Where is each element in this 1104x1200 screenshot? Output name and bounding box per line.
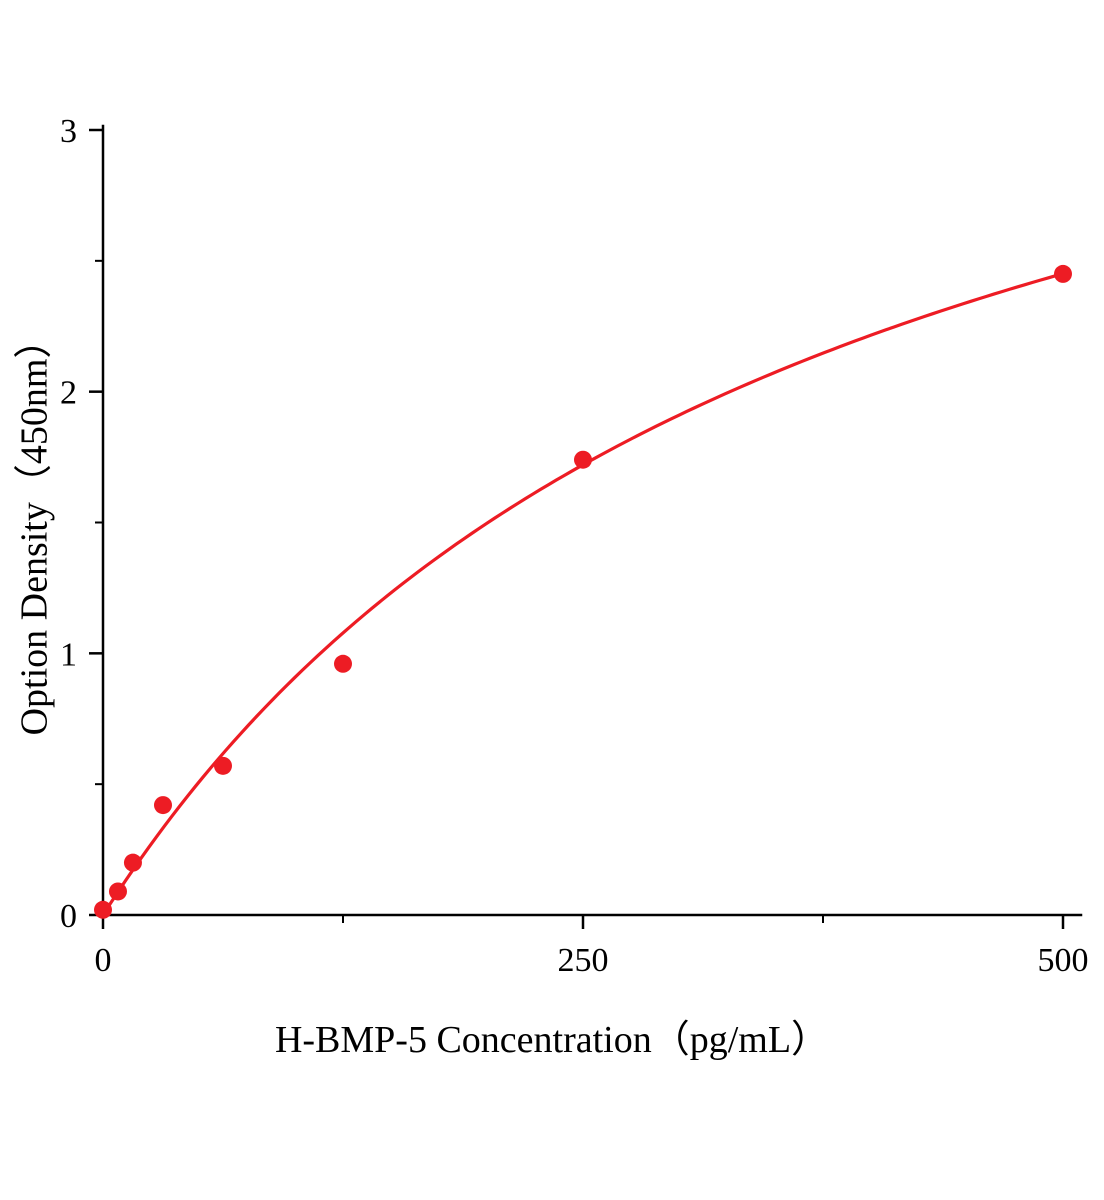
fit-curve	[101, 272, 1065, 917]
data-point	[94, 900, 112, 919]
x-axis-label: H-BMP-5 Concentration（pg/mL）	[274, 1019, 830, 1061]
data-point	[154, 796, 172, 815]
data-point	[214, 756, 232, 775]
data-point	[574, 450, 592, 469]
data-point	[334, 654, 352, 673]
y-axis-label: Option Density（450nm）	[13, 320, 56, 736]
y-tick-label: 3	[60, 113, 77, 150]
data-point	[123, 853, 142, 872]
axes	[101, 124, 1083, 917]
data-point	[108, 882, 127, 901]
x-tick-label: 250	[558, 942, 609, 979]
y-tick-label: 2	[60, 375, 77, 412]
x-tick-label: 0	[95, 942, 112, 979]
data-point	[1054, 264, 1072, 283]
y-tick-label: 0	[60, 898, 77, 935]
x-tick-label: 500	[1038, 942, 1089, 979]
y-tick-label: 1	[60, 636, 77, 673]
